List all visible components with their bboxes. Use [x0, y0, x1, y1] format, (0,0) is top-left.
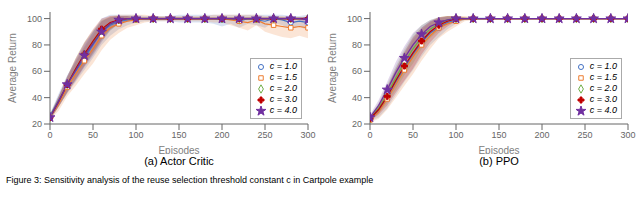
html-text:c = 2.0: c = 2.0	[269, 83, 297, 93]
svg-text:150: 150	[491, 130, 506, 140]
html-text:c = 3.0: c = 3.0	[589, 94, 617, 104]
svg-text:250: 250	[577, 130, 592, 140]
html-text:c = 1.5: c = 1.5	[269, 72, 297, 82]
svg-text:300: 300	[300, 130, 315, 140]
svg-text:0: 0	[367, 130, 372, 140]
svg-text:100: 100	[27, 14, 42, 24]
svg-text:80: 80	[32, 40, 42, 50]
svg-text:Episodes: Episodes	[158, 145, 199, 154]
svg-text:150: 150	[171, 130, 186, 140]
svg-text:Average Return: Average Return	[8, 33, 18, 103]
svg-text:80: 80	[352, 40, 362, 50]
svg-text:100: 100	[448, 130, 463, 140]
svg-text:200: 200	[534, 130, 549, 140]
html-text:(b) PPO: (b) PPO	[479, 155, 519, 167]
svg-text:250: 250	[257, 130, 272, 140]
svg-text:Average Return: Average Return	[327, 33, 338, 103]
svg-text:300: 300	[620, 130, 632, 140]
html-text:(a) Actor Critic: (a) Actor Critic	[144, 155, 214, 167]
svg-text:60: 60	[352, 66, 362, 76]
svg-text:50: 50	[408, 130, 418, 140]
html-text:c = 3.0: c = 3.0	[269, 94, 297, 104]
html-text:c = 1.0: c = 1.0	[269, 61, 297, 71]
svg-text:Episodes: Episodes	[478, 145, 519, 154]
html-text:Figure 3: Sensitivity analysis: Figure 3: Sensitivity analysis of the re…	[6, 175, 374, 185]
svg-text:40: 40	[352, 93, 362, 103]
html-text:c = 2.0: c = 2.0	[589, 83, 617, 93]
svg-text:200: 200	[214, 130, 229, 140]
html-text:c = 1.0: c = 1.0	[589, 61, 617, 71]
svg-text:60: 60	[32, 66, 42, 76]
html-text:c = 4.0: c = 4.0	[589, 105, 617, 115]
html-text:c = 1.5: c = 1.5	[589, 72, 617, 82]
svg-text:20: 20	[32, 119, 42, 129]
html-text:c = 4.0: c = 4.0	[269, 105, 297, 115]
svg-text:0: 0	[47, 130, 52, 140]
svg-text:100: 100	[347, 14, 362, 24]
svg-text:100: 100	[128, 130, 143, 140]
svg-text:20: 20	[352, 119, 362, 129]
svg-text:50: 50	[88, 130, 98, 140]
svg-text:40: 40	[32, 93, 42, 103]
